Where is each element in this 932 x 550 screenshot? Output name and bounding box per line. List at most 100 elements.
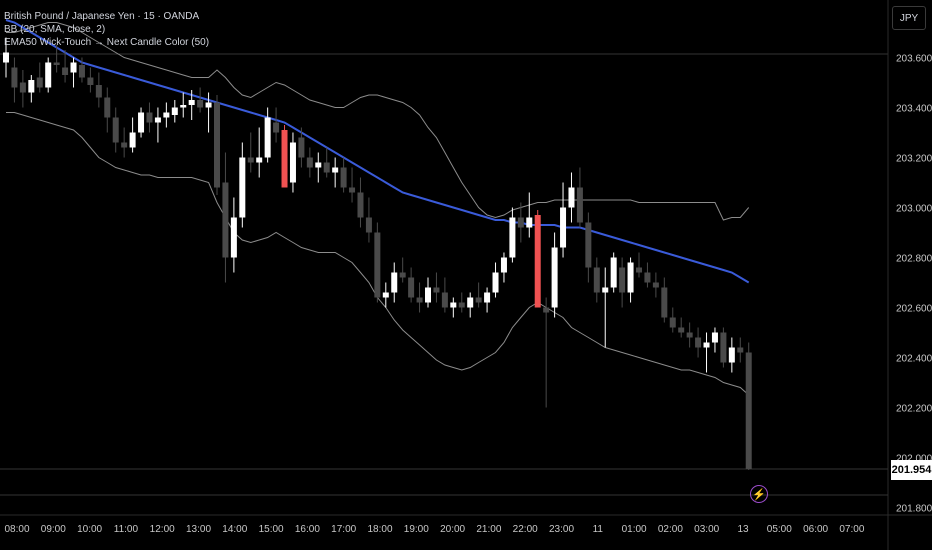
candle-body — [357, 192, 364, 218]
candle-body — [332, 167, 339, 173]
y-tick-label: 202.200 — [896, 404, 932, 415]
x-tick-label: 08:00 — [4, 524, 29, 535]
candle-body — [87, 77, 94, 85]
candle-body — [509, 217, 516, 258]
x-tick-label: 13 — [737, 524, 749, 535]
signal-candle — [281, 130, 288, 188]
x-tick-label: 09:00 — [41, 524, 66, 535]
candle-body — [391, 272, 398, 293]
candle-body — [129, 132, 136, 148]
y-tick-label: 201.800 — [896, 504, 932, 515]
candle-body — [146, 112, 153, 123]
last-price-label: 201.954 — [891, 460, 932, 480]
x-tick-label: 23:00 — [549, 524, 574, 535]
candle-body — [315, 162, 322, 168]
candle-body — [467, 297, 474, 308]
candle-body — [188, 100, 195, 105]
y-tick-label: 203.200 — [896, 154, 932, 165]
candle-body — [214, 102, 220, 188]
candle-body — [273, 122, 280, 133]
candle-body — [484, 292, 491, 303]
candle-body — [644, 272, 651, 283]
candle-body — [551, 247, 558, 308]
x-tick-label: 03:00 — [694, 524, 719, 535]
candle-body — [703, 342, 710, 348]
x-tick-label: 10:00 — [77, 524, 102, 535]
currency-button[interactable]: JPY — [892, 6, 926, 30]
candle-body — [289, 142, 296, 183]
y-tick-label: 203.000 — [896, 204, 932, 215]
y-tick-label: 202.000 — [896, 454, 932, 465]
candle-body — [374, 232, 381, 298]
ema50-line — [5, 19, 750, 284]
x-tick-label: 18:00 — [367, 524, 392, 535]
candle-body — [728, 347, 735, 363]
candle-body — [425, 287, 431, 303]
candle-body — [3, 52, 9, 63]
x-tick-label: 05:00 — [767, 524, 792, 535]
x-tick-label: 12:00 — [150, 524, 175, 535]
candle-body — [340, 167, 347, 188]
x-tick-label: 22:00 — [513, 524, 538, 535]
x-tick-label: 14:00 — [222, 524, 247, 535]
candle-body — [661, 287, 668, 318]
chart-legend: British Pound / Japanese Yen · 15 · OAND… — [4, 10, 209, 49]
candle-body — [95, 85, 102, 98]
candle-body — [112, 117, 119, 143]
candle-body — [458, 302, 465, 308]
candle-body — [652, 282, 659, 288]
candle-body — [492, 272, 499, 293]
candle-body — [138, 112, 145, 133]
candle-body — [678, 327, 685, 333]
candle-body — [695, 337, 702, 348]
candle-body — [230, 217, 237, 258]
candle-body — [576, 187, 583, 223]
candle-body — [298, 137, 305, 158]
candle-body — [568, 187, 575, 208]
candle-body — [619, 267, 626, 293]
candle-body — [78, 65, 85, 78]
candle-body — [171, 107, 178, 115]
x-tick-label: 06:00 — [803, 524, 828, 535]
y-tick-label: 203.600 — [896, 54, 932, 65]
candle-body — [205, 102, 212, 108]
candle-body — [11, 67, 18, 88]
candle-body — [163, 112, 170, 118]
candle-body — [247, 157, 254, 163]
candle-body — [62, 67, 69, 75]
candle-body — [239, 157, 246, 218]
legend-symbol[interactable]: British Pound / Japanese Yen · 15 · OAND… — [4, 11, 200, 22]
candle-body — [526, 217, 533, 228]
candle-body — [306, 157, 313, 168]
candle-body — [399, 272, 406, 278]
x-tick-label: 02:00 — [658, 524, 683, 535]
candle-body — [53, 62, 60, 65]
candle-body — [36, 77, 43, 88]
candle-body — [585, 222, 592, 268]
candle-body — [433, 287, 440, 293]
legend-bollinger[interactable]: BB (20, SMA, close, 2) — [4, 24, 106, 35]
legend-ema-indicator[interactable]: EMA50 Wick-Touch → Next Candle Color (50… — [4, 37, 210, 48]
x-tick-label: 11:00 — [114, 524, 139, 535]
candle-body — [197, 100, 204, 108]
x-tick-label: 19:00 — [404, 524, 429, 535]
candle-body — [475, 297, 482, 303]
candle-body — [593, 267, 600, 293]
x-tick-label: 17:00 — [331, 524, 356, 535]
x-tick-label: 20:00 — [440, 524, 465, 535]
candle-body — [264, 117, 271, 158]
candle-body — [154, 117, 161, 123]
candle-body — [686, 332, 693, 338]
candle-body — [450, 302, 457, 308]
candle-body — [610, 257, 617, 288]
x-tick-label: 01:00 — [622, 524, 647, 535]
candle-body — [500, 257, 507, 273]
alert-lightning-icon[interactable]: ⚡ — [750, 485, 768, 503]
candle-body — [408, 277, 415, 298]
candle-body — [70, 62, 77, 73]
candle-body — [323, 162, 330, 173]
x-tick-label: 07:00 — [839, 524, 864, 535]
candle-body — [737, 347, 744, 353]
candle-body — [382, 292, 389, 298]
